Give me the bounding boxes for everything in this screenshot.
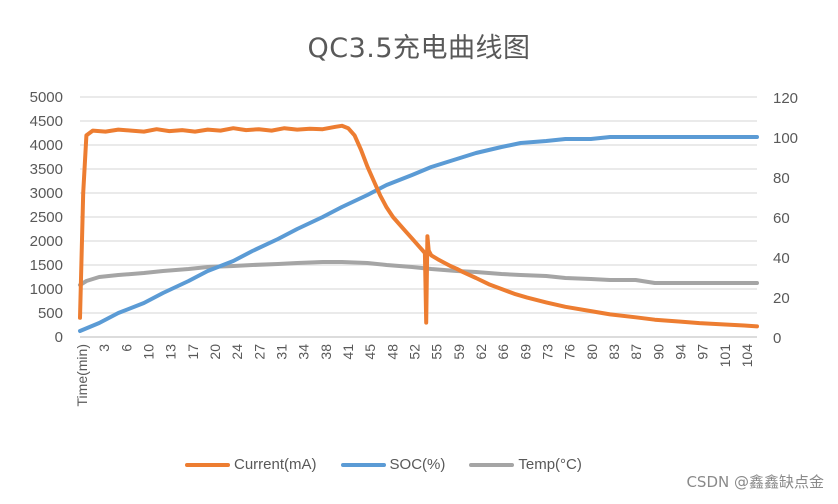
y-right-tick-label: 40 <box>773 250 790 267</box>
y-left-tick-label: 5000 <box>30 89 63 106</box>
x-tick-label: 69 <box>517 344 533 360</box>
series-line-1 <box>78 135 759 333</box>
y-left-tick-label: 3000 <box>30 185 63 202</box>
y-right-tick-label: 20 <box>773 290 790 307</box>
y-right-tick-label: 100 <box>773 130 798 147</box>
x-tick-label: 41 <box>340 344 356 360</box>
x-tick-label: 66 <box>495 344 511 360</box>
x-tick-label: 13 <box>163 344 179 360</box>
x-tick-label: 87 <box>628 344 644 360</box>
x-tick-label: 94 <box>673 344 689 360</box>
x-tick-label: 3 <box>96 344 112 352</box>
x-tick-label: 101 <box>717 344 733 368</box>
y-axis-right: 0 20 40 60 80 100 120 <box>773 90 798 347</box>
y-left-tick-label: 2500 <box>30 209 63 226</box>
x-tick-label: 104 <box>739 344 755 368</box>
x-tick-label: 59 <box>451 344 467 360</box>
legend-item-temp: Temp(°C) <box>469 456 582 473</box>
y-right-tick-label: 60 <box>773 210 790 227</box>
x-tick-label: 90 <box>650 344 666 360</box>
x-tick-label: 62 <box>473 344 489 360</box>
x-tick-label: 10 <box>141 344 157 360</box>
x-tick-label: 97 <box>695 344 711 360</box>
legend-item-current: Current(mA) <box>185 456 317 473</box>
y-right-tick-label: 80 <box>773 170 790 187</box>
x-tick-label: 83 <box>606 344 622 360</box>
watermark: CSDN @鑫鑫缺点金 <box>686 473 824 491</box>
legend-label-soc: SOC(%) <box>389 456 446 473</box>
x-tick-label: 17 <box>185 344 201 360</box>
series-lines <box>78 123 759 333</box>
y-left-tick-label: 500 <box>38 305 63 322</box>
legend-swatch-current <box>185 462 230 467</box>
x-tick-label: 45 <box>362 344 378 360</box>
x-tick-label: 73 <box>540 344 556 360</box>
y-left-tick-label: 1000 <box>30 281 63 298</box>
x-axis: Time(min) 3 6 10 13 17 20 24 27 31 34 38 41 45 48 52 55 5… <box>74 344 755 407</box>
legend-label-current: Current(mA) <box>234 456 317 473</box>
x-tick-label: 31 <box>274 344 290 360</box>
x-tick-label: 80 <box>584 344 600 360</box>
y-left-tick-label: 4000 <box>30 137 63 154</box>
x-tick-label: 27 <box>251 344 267 360</box>
legend-item-soc: SOC(%) <box>340 456 446 473</box>
y-axis-left: 0 500 1000 1500 2000 2500 3000 3500 4000 4500 5000 <box>30 89 63 346</box>
x-tick-label: 24 <box>229 344 245 360</box>
y-right-tick-label: 120 <box>773 90 798 107</box>
legend-swatch-soc <box>340 462 386 467</box>
y-right-tick-label: 0 <box>773 330 781 347</box>
x-axis-title: Time(min) <box>74 344 90 406</box>
x-tick-label: 6 <box>118 344 134 352</box>
x-tick-label: 52 <box>407 344 423 360</box>
x-tick-label: 55 <box>429 344 445 360</box>
legend: Current(mA) SOC(%) Temp(°C) <box>185 456 582 473</box>
gridlines <box>80 96 757 338</box>
series-line-2 <box>78 260 759 287</box>
y-left-tick-label: 2000 <box>30 233 63 250</box>
y-left-tick-label: 1500 <box>30 257 63 274</box>
x-tick-label: 48 <box>384 344 400 360</box>
x-tick-label: 76 <box>562 344 578 360</box>
y-left-tick-label: 3500 <box>30 161 63 178</box>
chart-title: QC3.5充电曲线图 <box>307 33 531 64</box>
y-left-tick-label: 0 <box>55 329 63 346</box>
legend-label-temp: Temp(°C) <box>518 456 582 473</box>
series-line-0 <box>78 123 759 329</box>
x-tick-label: 38 <box>318 344 334 360</box>
x-tick-label: 34 <box>296 344 312 360</box>
x-tick-label: 20 <box>207 344 223 360</box>
legend-swatch-temp <box>469 462 515 467</box>
y-left-tick-label: 4500 <box>30 113 63 130</box>
